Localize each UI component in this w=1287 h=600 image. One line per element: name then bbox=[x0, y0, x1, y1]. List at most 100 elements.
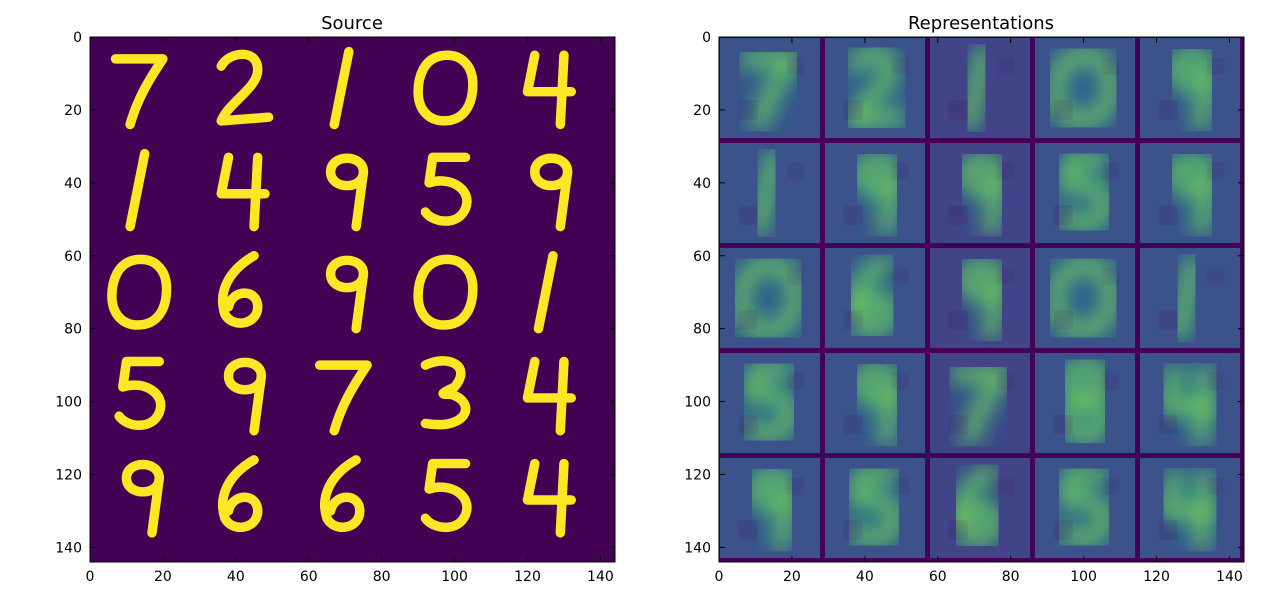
digit-2 bbox=[216, 49, 274, 126]
digit-8 bbox=[1055, 358, 1118, 445]
digit-0 bbox=[1047, 257, 1119, 340]
x-tick-label: 120 bbox=[1143, 569, 1170, 585]
source-axes-frame bbox=[89, 36, 616, 563]
y-tick-label: 100 bbox=[684, 395, 711, 411]
x-tick-label: 60 bbox=[929, 569, 947, 585]
digit-5 bbox=[739, 362, 803, 443]
source-image-background bbox=[90, 37, 615, 562]
x-tick-label: 80 bbox=[373, 569, 391, 585]
y-tick-label: 140 bbox=[684, 540, 711, 556]
digit-1 bbox=[329, 46, 354, 130]
y-tick-label: 120 bbox=[684, 468, 711, 484]
digit-0 bbox=[732, 257, 804, 340]
tile-separator-vertical bbox=[1136, 37, 1140, 562]
y-tick-label: 100 bbox=[55, 395, 82, 411]
digit-4 bbox=[522, 50, 576, 130]
x-tick-label: 140 bbox=[1216, 569, 1243, 585]
digit-9 bbox=[845, 363, 908, 448]
y-tick-label: 0 bbox=[702, 30, 711, 46]
digit-2 bbox=[844, 46, 909, 130]
digit-4 bbox=[522, 356, 576, 436]
digit-9 bbox=[530, 153, 573, 232]
digit-9 bbox=[845, 153, 908, 238]
digit-7 bbox=[736, 50, 803, 133]
representations-axes-frame bbox=[718, 36, 1245, 563]
tile-separator-horizontal bbox=[719, 244, 1244, 248]
tile-separator-horizontal bbox=[719, 454, 1244, 458]
digit-4 bbox=[522, 458, 576, 538]
representations-digits bbox=[732, 43, 1223, 553]
digit-1 bbox=[125, 148, 150, 232]
digit-7 bbox=[946, 365, 1013, 448]
digit-0 bbox=[413, 254, 478, 330]
x-tick-label: 0 bbox=[86, 569, 95, 585]
y-tick-label: 40 bbox=[693, 176, 711, 192]
y-tick-label: 60 bbox=[693, 249, 711, 265]
tile-separator-vertical bbox=[926, 37, 930, 562]
representations-tile-separators bbox=[719, 37, 1244, 562]
x-tick-label: 140 bbox=[587, 569, 614, 585]
digit-9 bbox=[740, 468, 803, 553]
x-tick-label: 100 bbox=[441, 569, 468, 585]
source-title: Source bbox=[321, 13, 383, 34]
digit-9 bbox=[1160, 153, 1223, 238]
digit-5 bbox=[844, 467, 908, 548]
y-tick-label: 0 bbox=[73, 30, 82, 46]
digit-6 bbox=[217, 455, 263, 532]
digit-5 bbox=[1054, 467, 1118, 548]
representations-title: Representations bbox=[908, 13, 1054, 34]
x-tick-label: 20 bbox=[783, 569, 801, 585]
y-tick-label: 60 bbox=[64, 249, 82, 265]
digit-1 bbox=[740, 148, 803, 238]
digit-4 bbox=[1159, 467, 1223, 553]
digit-5 bbox=[420, 458, 472, 533]
digit-6 bbox=[217, 251, 263, 328]
digit-9 bbox=[121, 459, 165, 538]
digit-1 bbox=[950, 43, 1013, 133]
x-tick-label: 60 bbox=[300, 569, 318, 585]
tile-separator-horizontal bbox=[719, 139, 1244, 143]
digit-6 bbox=[845, 253, 908, 338]
digit-1 bbox=[1160, 253, 1223, 343]
digit-0 bbox=[1047, 47, 1119, 130]
digit-5 bbox=[420, 152, 472, 226]
x-tick-label: 100 bbox=[1070, 569, 1097, 585]
digit-9 bbox=[325, 255, 369, 334]
digit-9 bbox=[223, 357, 267, 436]
digit-9 bbox=[325, 153, 369, 232]
y-tick-label: 80 bbox=[64, 322, 82, 338]
digit-9 bbox=[1160, 48, 1223, 133]
digit-7 bbox=[110, 54, 168, 130]
y-tick-label: 40 bbox=[64, 176, 82, 192]
digit-5 bbox=[1054, 152, 1118, 233]
x-tick-label: 40 bbox=[227, 569, 245, 585]
y-tick-label: 20 bbox=[693, 103, 711, 119]
tile-separator-vertical bbox=[821, 37, 825, 562]
source-panel: Source 0 20 40 60 80 100 120 140020406080100120… bbox=[55, 13, 616, 585]
digit-4 bbox=[1159, 362, 1223, 448]
x-tick-label: 120 bbox=[514, 569, 541, 585]
digit-6 bbox=[320, 455, 365, 532]
digit-0 bbox=[107, 254, 172, 330]
x-tick-label: 0 bbox=[715, 569, 724, 585]
digit-5 bbox=[114, 356, 166, 430]
digit-3 bbox=[420, 356, 471, 430]
digit-1 bbox=[533, 251, 558, 334]
representations-panel: Representations 0 20 40 60 80 100 120 140020406… bbox=[684, 13, 1245, 585]
x-tick-label: 80 bbox=[1002, 569, 1020, 585]
y-tick-label: 120 bbox=[55, 468, 82, 484]
source-digits bbox=[107, 46, 576, 538]
x-tick-label: 20 bbox=[154, 569, 172, 585]
digit-9 bbox=[950, 258, 1013, 343]
digit-6 bbox=[950, 463, 1013, 548]
tile-separator-vertical bbox=[1031, 37, 1035, 562]
y-tick-label: 140 bbox=[55, 540, 82, 556]
tile-separator-horizontal bbox=[719, 349, 1244, 353]
digit-9 bbox=[950, 153, 1013, 238]
digit-7 bbox=[314, 360, 372, 436]
digit-4 bbox=[216, 152, 270, 232]
x-tick-label: 40 bbox=[856, 569, 874, 585]
